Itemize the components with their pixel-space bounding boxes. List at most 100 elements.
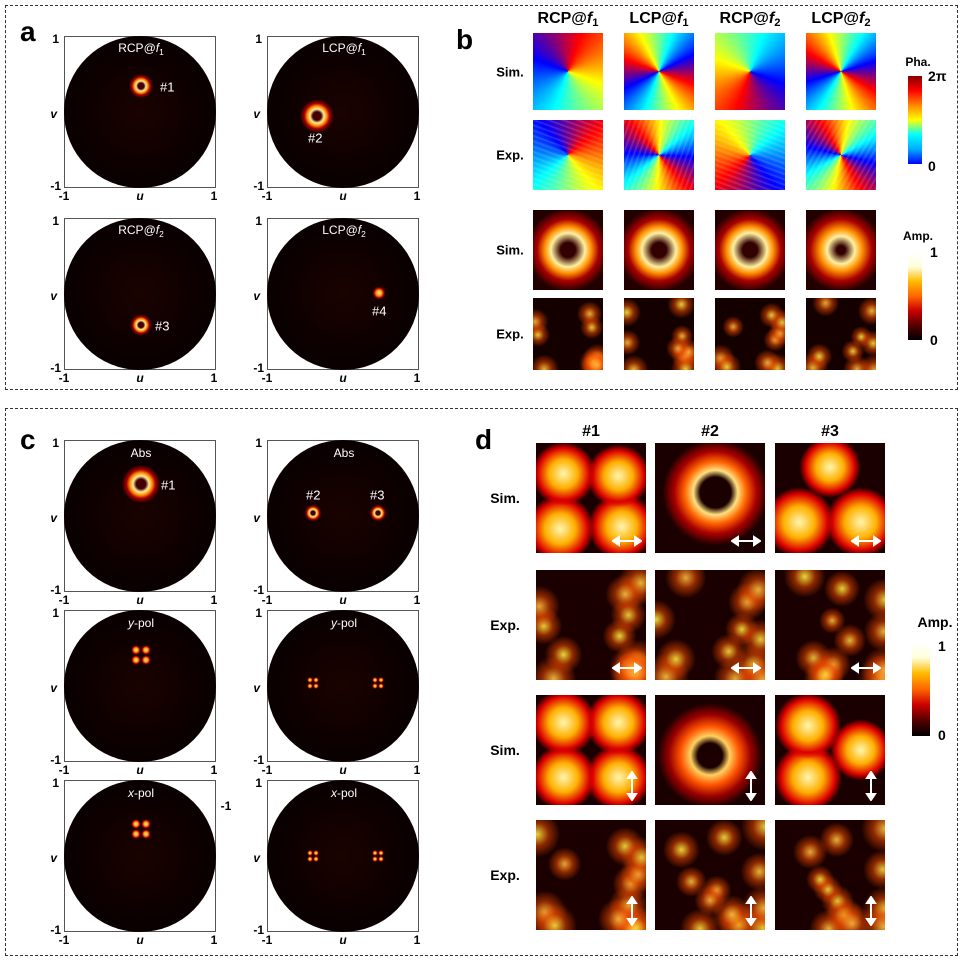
amplitude-image xyxy=(806,298,876,370)
u-label: u xyxy=(136,593,144,607)
colorbar-min: 0 xyxy=(928,158,936,174)
simulation-image xyxy=(775,695,885,805)
colorbar-min: 0 xyxy=(930,332,938,348)
u-label: u xyxy=(339,371,347,385)
u-min-label: -1 xyxy=(261,933,273,947)
experiment-image xyxy=(536,570,646,680)
spot-label: #2 xyxy=(306,487,321,503)
u-max-label: 1 xyxy=(210,763,218,777)
amplitude-image xyxy=(533,298,603,370)
v-min-label: -1 xyxy=(253,923,264,937)
v-min-label: -1 xyxy=(253,179,264,193)
plot-disk xyxy=(64,440,216,592)
title-text: -pol xyxy=(336,786,358,800)
title-sub: 2 xyxy=(159,228,164,239)
title-var: f xyxy=(768,9,775,27)
colorbar-title: Amp. xyxy=(903,229,933,243)
polarization-arrow xyxy=(851,662,881,674)
row-label: Exp. xyxy=(490,617,520,633)
plot-frame: Abs #2 #3 xyxy=(267,440,419,592)
amp-colorbar xyxy=(912,642,930,736)
title-var: f xyxy=(859,9,865,27)
column-title: #1 xyxy=(582,423,600,440)
u-label: u xyxy=(339,189,347,203)
polarization-arrow xyxy=(612,662,642,674)
plot-disk xyxy=(267,218,419,370)
panel-label: a xyxy=(20,16,36,47)
spot-label: #2 xyxy=(308,130,323,146)
row-label: Sim. xyxy=(490,490,520,506)
plot-disk xyxy=(64,780,216,932)
title-var: x xyxy=(330,786,337,800)
plot-frame: RCP@f1 #1 xyxy=(64,36,216,188)
plot-frame: LCP@f2 #4 xyxy=(267,218,419,370)
title-text: -pol xyxy=(336,616,358,630)
phase-image xyxy=(806,120,876,190)
u-label: u xyxy=(339,593,347,607)
phase-image xyxy=(715,120,785,190)
u-max-label: 1 xyxy=(210,189,218,203)
u-label: u xyxy=(136,763,144,777)
phase-image xyxy=(806,33,876,110)
plot-title: y-pol xyxy=(128,617,154,629)
u-min-label: -1 xyxy=(261,763,273,777)
u-min-label: -1 xyxy=(261,371,273,385)
title-var: f xyxy=(155,40,160,55)
amplitude-image xyxy=(533,210,603,290)
title-sub: 2 xyxy=(361,228,366,239)
u-label: u xyxy=(339,933,347,947)
v-label: v xyxy=(253,851,260,865)
panel-box xyxy=(5,408,958,956)
experiment-image xyxy=(536,820,646,930)
phase-image xyxy=(715,33,785,110)
polarization-arrow xyxy=(731,535,761,547)
u-min-label: -1 xyxy=(58,371,70,385)
u-min-label: -1 xyxy=(58,763,70,777)
title-prefix: LCP@ xyxy=(322,40,358,55)
title-sub: 2 xyxy=(774,16,781,29)
plot-title: x-pol xyxy=(331,787,357,799)
title-var: f xyxy=(586,9,593,27)
v-max-label: 1 xyxy=(52,606,59,620)
v-label: v xyxy=(50,681,57,695)
title-var: y xyxy=(127,616,134,630)
v-label: v xyxy=(50,511,57,525)
v-max-label: 1 xyxy=(52,32,59,46)
plot-disk xyxy=(64,218,216,370)
plot-title: RCP@f2 xyxy=(118,224,164,238)
simulation-image xyxy=(536,443,646,553)
v-min-label: -1 xyxy=(253,753,264,767)
spot-label: #3 xyxy=(155,318,170,334)
plot-frame: x-pol xyxy=(64,780,216,932)
experiment-image xyxy=(655,820,765,930)
plot-title: y-pol xyxy=(331,617,357,629)
v-label: v xyxy=(253,511,260,525)
spot-label: #1 xyxy=(160,79,175,95)
plot-disk xyxy=(64,36,216,188)
v-label: v xyxy=(50,851,57,865)
title-sub: 1 xyxy=(592,16,599,29)
title-prefix: RCP@ xyxy=(719,9,769,27)
row-label: Sim. xyxy=(496,242,524,258)
u-label: u xyxy=(339,763,347,777)
amplitude-image xyxy=(715,210,785,290)
simulation-image xyxy=(655,695,765,805)
row-label: Sim. xyxy=(490,742,520,758)
u-min-label: -1 xyxy=(58,189,70,203)
v-label: v xyxy=(50,289,57,303)
u-max-label: 1 xyxy=(210,593,218,607)
v-label: v xyxy=(253,681,260,695)
v-max-label: 1 xyxy=(52,436,59,450)
polarization-arrow xyxy=(865,896,877,926)
title-text: -pol xyxy=(133,786,155,800)
polarization-arrow xyxy=(626,771,638,801)
v-min-label: -1 xyxy=(253,361,264,375)
plot-title: LCP@f1 xyxy=(322,42,366,56)
amplitude-image xyxy=(624,210,694,290)
u-max-label: 1 xyxy=(413,763,421,777)
v-min-label: -1 xyxy=(50,923,61,937)
row-label: Exp. xyxy=(490,867,520,883)
u-max-label: 1 xyxy=(413,593,421,607)
u-max-label: 1 xyxy=(413,189,421,203)
